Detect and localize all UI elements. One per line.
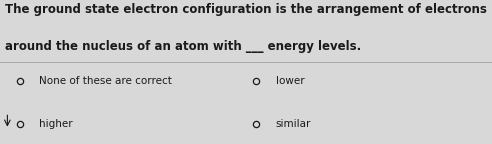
Text: The ground state electron configuration is the arrangement of electrons: The ground state electron configuration … (5, 3, 487, 16)
Text: higher: higher (39, 119, 73, 129)
Text: None of these are correct: None of these are correct (39, 76, 172, 86)
Text: around the nucleus of an atom with ___ energy levels.: around the nucleus of an atom with ___ e… (5, 40, 361, 53)
Text: similar: similar (276, 119, 311, 129)
Text: lower: lower (276, 76, 304, 86)
